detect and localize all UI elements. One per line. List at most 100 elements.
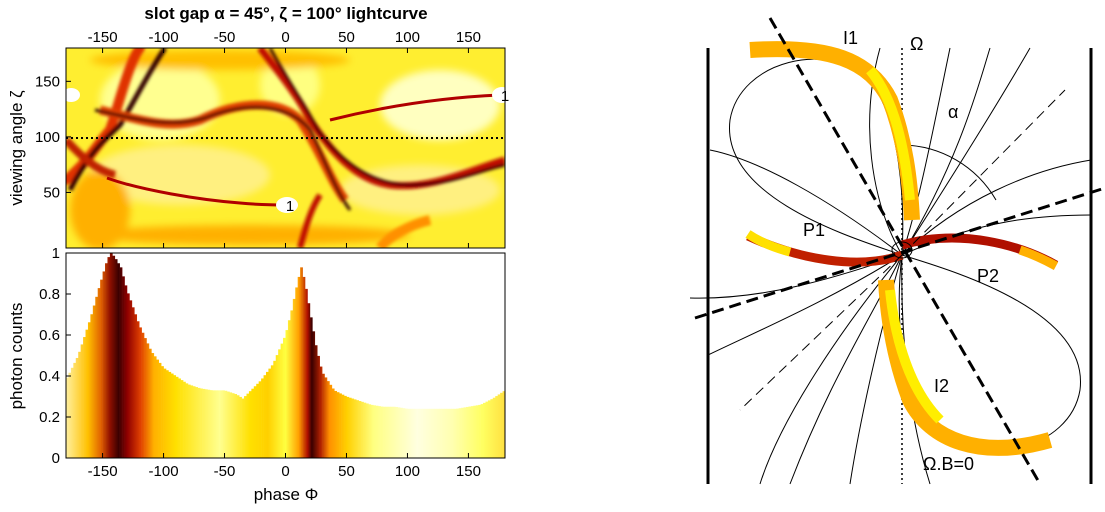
- lightcurve-bar: [324, 377, 328, 458]
- heatmap-y-ticks: 50 100 150: [35, 73, 71, 201]
- lightcurve-bar: [253, 386, 257, 458]
- lightcurve-bar: [483, 402, 486, 458]
- lightcurve-bar: [97, 288, 101, 458]
- lightcurve-bar: [368, 404, 372, 458]
- lightcurve-bar: [380, 406, 384, 458]
- heatmap-xtick-label-2: -50: [214, 29, 236, 46]
- label-I2: I2: [934, 376, 949, 396]
- lightcurve-bar: [473, 405, 477, 458]
- lightcurve-bar: [246, 393, 250, 458]
- lightcurve-bar: [285, 330, 289, 458]
- lightcurve-bar: [66, 377, 69, 458]
- lightcurve-bar: [280, 343, 284, 458]
- lightcurve-bar: [409, 408, 413, 458]
- lightcurve-bar: [405, 408, 408, 458]
- heatmap-x-ticks: -150 -100 -50 0 50 100 150: [88, 29, 481, 248]
- lightcurve-ytick-label-0: 0: [52, 450, 60, 467]
- lightcurve-bar: [475, 405, 479, 458]
- lightcurve-bar: [217, 390, 220, 458]
- lightcurve-bar: [292, 298, 296, 458]
- lightcurve-ytick-label-4: 0.8: [39, 286, 60, 303]
- lightcurve-bar: [263, 375, 267, 458]
- lightcurve-bar: [461, 407, 464, 458]
- lightcurve-bar: [212, 390, 216, 458]
- lightcurve-bar: [209, 390, 213, 458]
- lightcurve-bar: [480, 404, 484, 458]
- lightcurve-bar: [387, 406, 391, 458]
- lightcurve-bar: [402, 408, 406, 458]
- lightcurve-bar: [83, 337, 86, 458]
- lightcurve-bar: [109, 253, 113, 458]
- lightcurve-bar: [412, 408, 416, 458]
- lightcurve-bar: [185, 383, 189, 458]
- emission-band-I1: [749, 41, 920, 221]
- lightcurve-bar: [112, 255, 116, 458]
- lightcurve-bar: [231, 393, 235, 458]
- lightcurve-bar: [456, 408, 459, 458]
- lightcurve-bar: [361, 401, 364, 458]
- lightcurve-bar: [144, 338, 147, 458]
- lightcurve-bar: [397, 407, 401, 458]
- lightcurve-bar: [287, 320, 291, 458]
- lightcurve-bar: [346, 396, 350, 458]
- lightcurve-bar: [373, 405, 377, 458]
- lightcurve-ytick-label-1: 0.2: [39, 409, 60, 426]
- lightcurve-bar: [190, 385, 194, 458]
- emission-band-I1-inner: [866, 66, 915, 201]
- lightcurve-bar: [434, 408, 438, 458]
- lightcurve-bar: [205, 389, 208, 458]
- lightcurve-bar: [331, 388, 335, 458]
- lightcurve-xtick-label-3: 0: [281, 463, 289, 480]
- lightcurve-bar: [100, 279, 103, 458]
- lightcurve-bar: [180, 380, 184, 458]
- heatmap-xtick-label-6: 150: [456, 29, 481, 46]
- lightcurve-bar: [202, 388, 206, 458]
- lightcurve-bar: [222, 390, 225, 458]
- emission-band-I2-inner: [885, 289, 944, 424]
- lightcurve-ytick-label-3: 0.6: [39, 327, 60, 344]
- lightcurve-bar: [268, 368, 272, 458]
- label-alpha: α: [948, 102, 958, 122]
- lightcurve-xtick-label-2: -50: [214, 463, 236, 480]
- lightcurve-bar: [119, 267, 123, 458]
- lightcurve-bar: [207, 389, 211, 458]
- lightcurve-bar: [500, 392, 503, 458]
- lightcurve-bar: [485, 401, 489, 458]
- lightcurve-bar: [200, 388, 203, 458]
- lightcurve-y-ticks: 0 0.2 0.4 0.6 0.8 1: [39, 245, 71, 467]
- lightcurve-xtick-label-6: 150: [456, 463, 481, 480]
- lightcurve-bar: [234, 394, 238, 458]
- lightcurve-bar: [351, 398, 355, 458]
- lightcurve-ylabel: photon counts: [7, 303, 26, 410]
- lightcurve-ytick-label-2: 0.4: [39, 368, 60, 385]
- lightcurve-bar: [278, 349, 281, 458]
- lightcurve-bar: [141, 332, 145, 458]
- lightcurve-bar: [329, 384, 333, 458]
- lightcurve-xtick-label-0: -150: [88, 463, 118, 480]
- lightcurve-bar: [244, 396, 247, 458]
- lightcurve-bar: [495, 396, 498, 458]
- lightcurve-bar: [492, 397, 496, 458]
- lightcurve-bar: [73, 362, 77, 458]
- lightcurve-bar: [370, 404, 374, 458]
- lightcurve-bar: [295, 287, 298, 458]
- lightcurve-bar: [151, 353, 155, 458]
- lightcurve-bar: [317, 355, 320, 458]
- lightcurve-bar: [358, 401, 362, 458]
- lightcurve-bar: [85, 329, 89, 458]
- lightcurve-bar: [131, 307, 135, 458]
- lightcurve-bar: [114, 259, 118, 458]
- heatmap-xtick-label-0: -150: [88, 29, 118, 46]
- lightcurve-bar: [395, 406, 398, 458]
- lightcurve-bar: [239, 396, 242, 458]
- lightcurve-bar: [158, 362, 162, 458]
- lightcurve-bar: [122, 276, 125, 458]
- lightcurve-bar: [383, 406, 386, 458]
- lightcurve-xlabel: phase Φ: [254, 485, 319, 504]
- lightcurve-bar: [470, 406, 474, 458]
- lightcurve-bar: [417, 408, 420, 458]
- lightcurve-bar: [448, 408, 452, 458]
- lightcurve-bar: [275, 355, 279, 458]
- lightcurve-bar: [117, 263, 120, 458]
